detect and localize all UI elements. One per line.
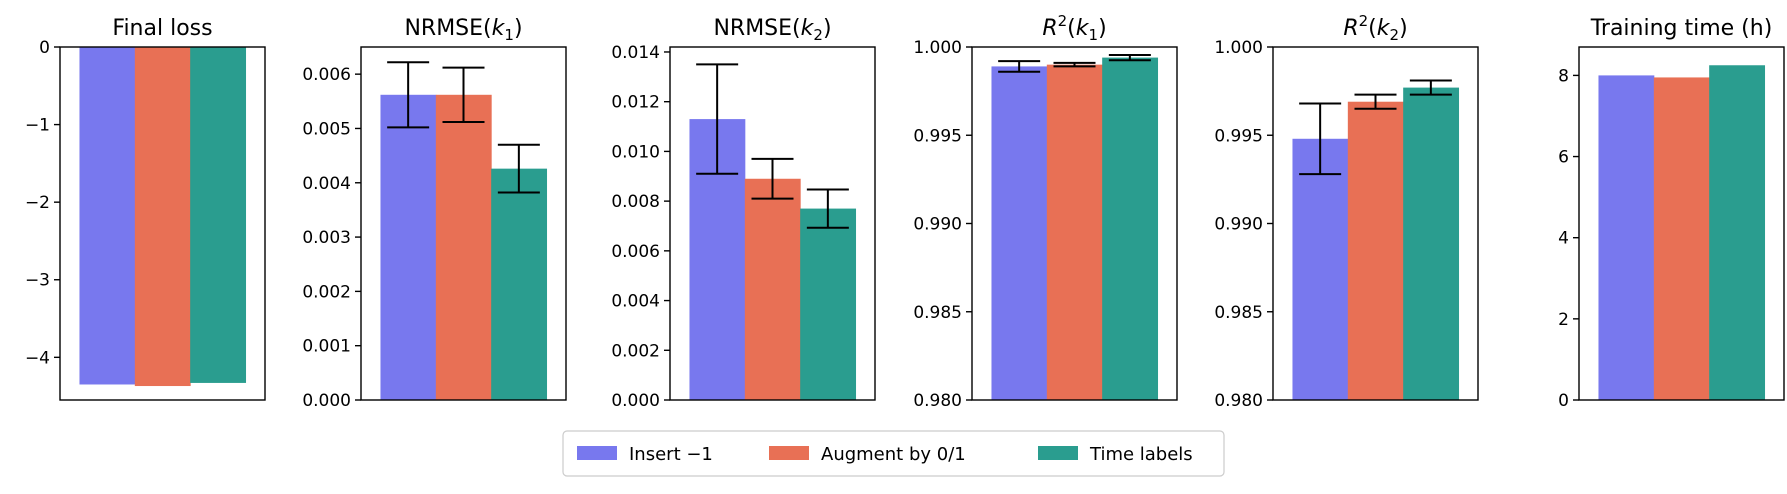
y-tick-label: 0.006 xyxy=(302,65,351,85)
bar-2 xyxy=(134,47,191,387)
error-bar-2 xyxy=(751,157,794,200)
y-tick-label: 0.990 xyxy=(1214,215,1263,235)
y-tick-label: −2 xyxy=(25,193,50,213)
bar-2 xyxy=(435,94,492,400)
y-tick-label: 0.985 xyxy=(913,303,962,323)
error-bar-1 xyxy=(1299,102,1342,176)
bar-1 xyxy=(991,66,1048,400)
y-tick-label: 0 xyxy=(39,38,50,58)
y-tick-label: 1.000 xyxy=(1214,38,1263,58)
y-tick-label: 0.980 xyxy=(913,391,962,411)
y-tick-label: 4 xyxy=(1558,229,1569,249)
y-tick-label: 0.980 xyxy=(1214,391,1263,411)
chart-panel-6: 0 2 4 6 8 Training time (h) xyxy=(1558,16,1785,411)
error-bar-2 xyxy=(1053,61,1096,68)
error-bar-3 xyxy=(1108,53,1151,62)
bar-2 xyxy=(1046,64,1103,401)
y-tick-label: 8 xyxy=(1558,66,1569,86)
y-tick-label: 0.005 xyxy=(302,119,351,139)
y-tick-label: 0.012 xyxy=(611,93,660,113)
y-tick-label: 0.990 xyxy=(913,215,962,235)
y-tick-label: 0.995 xyxy=(913,126,962,146)
bar-3 xyxy=(190,47,247,383)
chart-title: R2(k1) xyxy=(1042,12,1106,44)
y-tick-label: 0 xyxy=(1558,391,1569,411)
axes-frame xyxy=(669,46,876,401)
error-bar-1 xyxy=(696,63,739,175)
y-tick-label: 0.006 xyxy=(611,242,660,262)
legend-swatch-3 xyxy=(1038,446,1078,460)
bar-1 xyxy=(380,94,437,400)
legend-swatch-2 xyxy=(769,446,809,460)
axes-frame xyxy=(1578,46,1785,401)
y-tick-label: 1.000 xyxy=(913,38,962,58)
y-tick-label: 0.995 xyxy=(1214,126,1263,146)
y-tick-label: 0.004 xyxy=(302,174,351,194)
y-tick-label: 2 xyxy=(1558,310,1569,330)
legend-label-2: Augment by 0/1 xyxy=(821,444,966,465)
error-bar-2 xyxy=(442,66,485,123)
error-bar-1 xyxy=(387,61,430,129)
y-tick-label: 0.002 xyxy=(611,341,660,361)
error-bar-2 xyxy=(1354,93,1397,110)
chart-panel-4: 0.980 0.985 0.990 0.995 1.000 R2(k1) xyxy=(913,12,1178,411)
y-tick-label: 0.000 xyxy=(611,391,660,411)
legend: Insert −1 Augment by 0/1 Time labels xyxy=(562,430,1225,477)
legend-label-3: Time labels xyxy=(1089,444,1193,465)
chart-title: NRMSE(k2) xyxy=(713,16,831,44)
y-tick-label: 0.003 xyxy=(302,228,351,248)
legend-label-1: Insert −1 xyxy=(629,444,713,465)
bar-3 xyxy=(1709,65,1766,401)
chart-title: Final loss xyxy=(112,16,212,41)
chart-panel-2: 0.000 0.001 0.002 0.003 0.004 0.005 0.006 NRMSE… xyxy=(302,16,567,411)
bar-1 xyxy=(1292,138,1349,400)
bar-1 xyxy=(1598,75,1655,401)
y-tick-label: 6 xyxy=(1558,148,1569,168)
y-tick-label: 0.001 xyxy=(302,337,351,357)
y-tick-label: −1 xyxy=(25,116,50,136)
y-tick-label: 0.985 xyxy=(1214,303,1263,323)
y-tick-label: 0.004 xyxy=(611,292,660,312)
y-tick-label: 0.008 xyxy=(611,192,660,212)
y-tick-label: 0.014 xyxy=(611,43,660,63)
error-bar-3 xyxy=(497,143,540,194)
bar-2 xyxy=(1347,101,1404,400)
y-tick-label: −4 xyxy=(25,348,50,368)
chart-panel-3: 0.000 0.002 0.004 0.006 0.008 0.010 0.012 0.014… xyxy=(611,16,876,411)
y-tick-label: −3 xyxy=(25,271,50,291)
y-tick-label: 0.010 xyxy=(611,142,660,162)
chart-title: Training time (h) xyxy=(1590,16,1773,41)
bar-2 xyxy=(744,178,801,400)
error-bar-3 xyxy=(1409,79,1452,96)
bar-3 xyxy=(1403,87,1460,400)
chart-panel-1: 0 −1 −2 −3 −4 Final loss xyxy=(25,16,266,401)
error-bar-3 xyxy=(806,188,849,229)
axes-frame xyxy=(360,46,567,401)
bar-3 xyxy=(800,208,857,400)
legend-box xyxy=(562,430,1225,477)
legend-swatch-1 xyxy=(577,446,617,460)
y-tick-label: 0.002 xyxy=(302,282,351,302)
y-tick-label: 0.000 xyxy=(302,391,351,411)
chart-title: NRMSE(k1) xyxy=(404,16,522,44)
bar-2 xyxy=(1653,77,1710,401)
error-bar-1 xyxy=(998,60,1041,73)
bar-3 xyxy=(1102,57,1159,401)
chart-title: R2(k2) xyxy=(1343,12,1407,44)
bar-3 xyxy=(491,168,548,400)
chart-panel-5: 0.980 0.985 0.990 0.995 1.000 R2(k2) xyxy=(1214,12,1479,411)
bar-1 xyxy=(79,47,136,385)
axes-frame xyxy=(59,46,266,401)
